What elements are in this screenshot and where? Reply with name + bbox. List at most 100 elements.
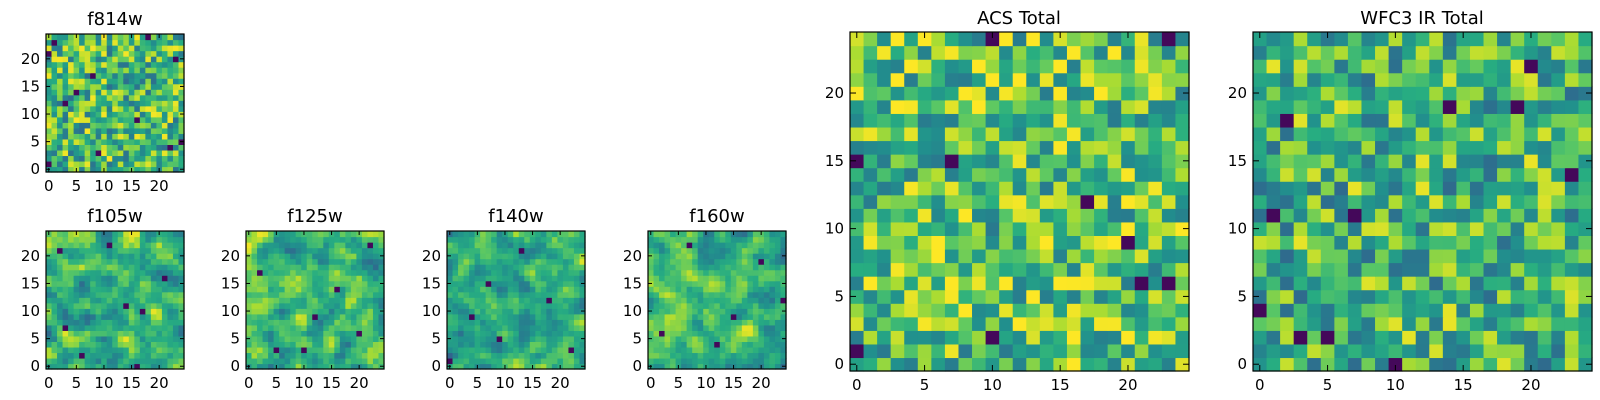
heatmap-cell bbox=[736, 330, 743, 337]
heatmap-cell bbox=[972, 140, 987, 155]
heatmap-cell bbox=[339, 264, 346, 271]
heatmap-cell bbox=[518, 280, 525, 287]
heatmap-cell bbox=[95, 105, 102, 112]
heatmap-cell bbox=[273, 242, 280, 249]
heatmap-cell bbox=[101, 324, 108, 331]
heatmap-cell bbox=[1537, 235, 1552, 250]
heatmap-cell bbox=[334, 275, 341, 282]
heatmap-cell bbox=[972, 32, 987, 47]
heatmap-cell bbox=[90, 83, 97, 90]
heatmap-cell bbox=[106, 149, 113, 157]
heatmap-cell bbox=[167, 264, 174, 271]
heatmap-cell bbox=[167, 247, 174, 254]
heatmap-cell bbox=[1442, 316, 1457, 331]
heatmap-cell bbox=[458, 264, 465, 271]
heatmap-cell bbox=[1026, 126, 1041, 142]
heatmap-cell bbox=[568, 335, 575, 342]
heatmap-cell bbox=[697, 313, 704, 320]
heatmap-cell bbox=[1456, 113, 1471, 128]
heatmap-cell bbox=[958, 126, 973, 142]
heatmap-cell bbox=[145, 264, 152, 271]
heatmap-cell bbox=[106, 34, 113, 41]
heatmap-cell bbox=[356, 341, 363, 348]
heatmap-cell bbox=[1053, 32, 1068, 47]
heatmap-cell bbox=[774, 291, 782, 298]
heatmap-cell bbox=[670, 247, 677, 254]
y-tick-label: 20 bbox=[1228, 84, 1247, 102]
heatmap-cell bbox=[1497, 343, 1512, 359]
heatmap-cell bbox=[1053, 343, 1068, 359]
heatmap-cell bbox=[101, 302, 108, 309]
heatmap-cell bbox=[1094, 235, 1109, 250]
heatmap-cell bbox=[290, 330, 297, 337]
heatmap-cell bbox=[262, 357, 269, 365]
heatmap-cell bbox=[535, 319, 542, 326]
heatmap-cell bbox=[317, 291, 324, 298]
heatmap-cell bbox=[101, 78, 108, 85]
heatmap-cell bbox=[999, 289, 1014, 304]
heatmap-cell bbox=[262, 236, 269, 243]
heatmap-cell bbox=[1456, 276, 1471, 291]
heatmap-cell bbox=[62, 302, 69, 309]
heatmap-cell bbox=[301, 341, 308, 348]
heatmap-cell bbox=[295, 330, 302, 337]
heatmap-cell bbox=[106, 341, 113, 348]
heatmap-cell bbox=[670, 269, 677, 276]
heatmap-cell bbox=[112, 335, 119, 342]
heatmap-cell bbox=[1012, 276, 1027, 291]
heatmap-cell bbox=[1039, 45, 1054, 60]
heatmap-cell bbox=[150, 78, 157, 85]
heatmap-cell bbox=[675, 319, 682, 326]
heatmap-cell bbox=[1161, 357, 1177, 372]
heatmap-cell bbox=[345, 280, 352, 287]
heatmap-cell bbox=[917, 72, 932, 87]
heatmap-cell bbox=[890, 126, 905, 142]
heatmap-cell bbox=[1469, 72, 1485, 87]
heatmap-cell bbox=[485, 269, 492, 276]
heatmap-cell bbox=[763, 363, 771, 370]
heatmap-cell bbox=[123, 291, 130, 298]
heatmap-cell bbox=[502, 286, 509, 293]
heatmap-cell bbox=[361, 352, 369, 359]
heatmap-cell bbox=[1094, 276, 1109, 291]
heatmap-cell bbox=[1148, 167, 1163, 182]
heatmap-cell bbox=[452, 247, 459, 254]
heatmap-cell bbox=[1266, 154, 1281, 169]
heatmap-cell bbox=[101, 111, 108, 118]
heatmap-cell bbox=[1388, 32, 1403, 47]
heatmap-cell bbox=[279, 286, 286, 293]
heatmap-cell bbox=[736, 352, 743, 359]
heatmap-cell bbox=[708, 236, 715, 243]
heatmap-cell bbox=[551, 302, 558, 309]
heatmap-cell bbox=[145, 67, 152, 74]
heatmap-cell bbox=[904, 357, 919, 372]
heatmap-cell bbox=[958, 72, 973, 87]
heatmap-cell bbox=[372, 236, 380, 243]
heatmap-cell bbox=[84, 242, 91, 249]
heatmap-cell bbox=[167, 34, 174, 41]
heatmap-cell bbox=[112, 313, 119, 320]
heatmap-cell bbox=[356, 297, 363, 304]
heatmap-cell bbox=[295, 286, 302, 293]
heatmap-cell bbox=[1524, 99, 1539, 114]
heatmap-cell bbox=[62, 242, 69, 249]
heatmap-cell bbox=[863, 154, 878, 169]
heatmap-cell bbox=[1388, 330, 1403, 345]
heatmap-cell bbox=[301, 269, 308, 276]
heatmap-cell bbox=[507, 302, 514, 309]
heatmap-cell bbox=[1564, 235, 1580, 250]
heatmap-cell bbox=[1347, 330, 1363, 345]
heatmap-cell bbox=[1469, 330, 1485, 345]
heatmap-cell bbox=[57, 155, 64, 162]
axes-frame bbox=[1252, 31, 1593, 372]
heatmap-cell bbox=[1551, 167, 1566, 182]
heatmap-cell bbox=[692, 247, 699, 254]
heatmap-cell bbox=[1094, 45, 1109, 60]
heatmap-cell bbox=[758, 247, 765, 254]
heatmap-cell bbox=[708, 291, 715, 298]
heatmap-cell bbox=[1175, 59, 1190, 74]
heatmap-cell bbox=[1524, 262, 1539, 277]
heatmap-cell bbox=[502, 264, 509, 271]
heatmap-cell bbox=[145, 280, 152, 287]
heatmap-cell bbox=[763, 308, 771, 315]
